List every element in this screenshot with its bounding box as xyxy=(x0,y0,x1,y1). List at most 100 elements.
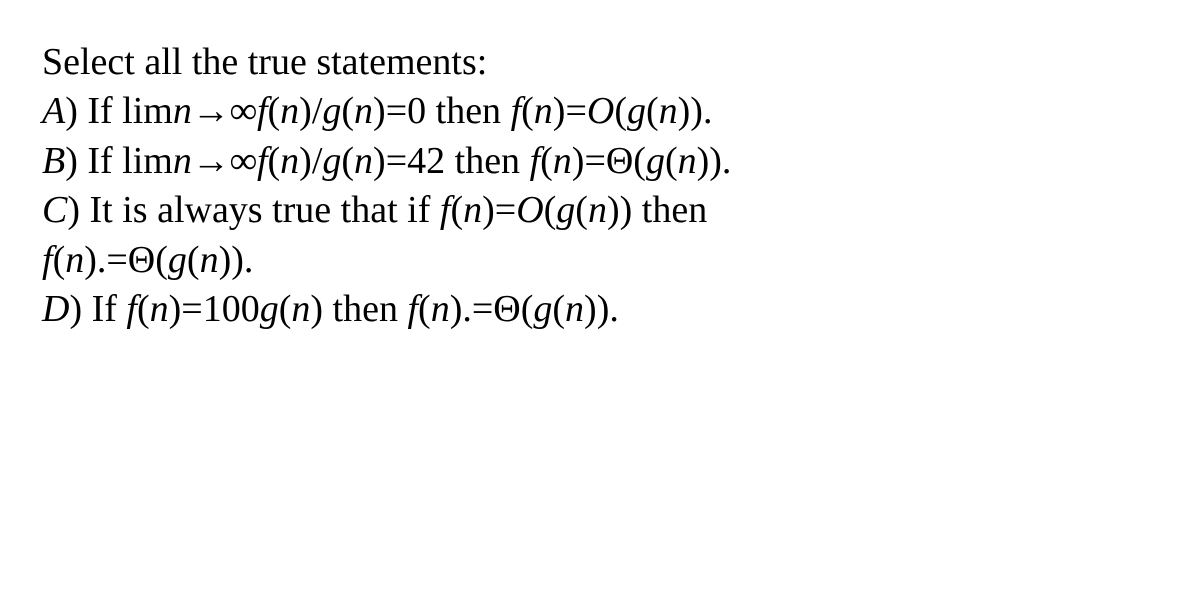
n: n xyxy=(588,189,607,231)
f: f xyxy=(257,140,268,182)
eq-theta: =Θ( xyxy=(472,288,534,330)
n: n xyxy=(291,288,310,330)
option-a-label: A xyxy=(42,90,65,132)
paren: ) xyxy=(373,140,386,182)
n: n xyxy=(354,140,373,182)
text: ) If xyxy=(69,288,126,330)
paren: ). xyxy=(450,288,472,330)
f: f xyxy=(440,189,451,231)
big-o: O xyxy=(516,189,543,231)
paren: ( xyxy=(418,288,431,330)
paren: ) xyxy=(169,288,182,330)
lim-sub: n→∞ xyxy=(173,140,257,182)
n: n xyxy=(534,90,553,132)
n: n xyxy=(463,189,482,231)
prompt-line: Select all the true statements: xyxy=(42,38,1158,87)
n: n xyxy=(65,239,84,281)
paren: ) xyxy=(219,239,232,281)
paren: ( xyxy=(614,90,627,132)
option-a: A) If limn→∞f(n)/g(n)=0 then f(n)=O(g(n)… xyxy=(42,87,1158,136)
paren: ). xyxy=(231,239,253,281)
paren: ( xyxy=(540,140,553,182)
n: n xyxy=(678,140,697,182)
f: f xyxy=(126,288,137,330)
paren: ) xyxy=(299,90,312,132)
n: n xyxy=(553,140,572,182)
paren: ( xyxy=(646,90,659,132)
g: g xyxy=(627,90,646,132)
g: g xyxy=(556,189,575,231)
text: ) If lim xyxy=(65,140,173,182)
g: g xyxy=(322,90,341,132)
paren: ) xyxy=(310,288,323,330)
lim-sub: n→∞ xyxy=(173,90,257,132)
question-block: Select all the true statements: A) If li… xyxy=(0,0,1200,372)
big-o: O xyxy=(587,90,614,132)
option-c-label: C xyxy=(42,189,67,231)
paren: ( xyxy=(341,90,354,132)
n: n xyxy=(431,288,450,330)
text: then xyxy=(323,288,407,330)
n: n xyxy=(280,140,299,182)
option-b-label: B xyxy=(42,140,65,182)
option-c-line1: C) It is always true that if f(n)=O(g(n)… xyxy=(42,186,1158,235)
paren: ) xyxy=(607,189,620,231)
slash: / xyxy=(312,90,323,132)
g: g xyxy=(646,140,665,182)
paren: ( xyxy=(268,90,281,132)
paren: ( xyxy=(53,239,66,281)
text: =42 then xyxy=(386,140,530,182)
paren: ) xyxy=(373,90,386,132)
paren: ) then xyxy=(620,189,708,231)
paren: ) xyxy=(678,90,691,132)
n: n xyxy=(354,90,373,132)
paren: ( xyxy=(544,189,557,231)
paren: ). xyxy=(84,239,106,281)
prompt-text: Select all the true statements: xyxy=(42,41,487,83)
f: f xyxy=(511,90,522,132)
paren: ) xyxy=(299,140,312,182)
text: ) It is always true that if xyxy=(67,189,440,231)
n: n xyxy=(200,239,219,281)
f: f xyxy=(257,90,268,132)
paren: ) xyxy=(572,140,585,182)
f: f xyxy=(530,140,541,182)
n: n xyxy=(659,90,678,132)
option-c-line2: f(n).=Θ(g(n)). xyxy=(42,236,1158,285)
paren: ). xyxy=(597,288,619,330)
paren: ) xyxy=(697,140,710,182)
eq: = xyxy=(565,90,586,132)
paren: ( xyxy=(450,189,463,231)
paren: ( xyxy=(521,90,534,132)
paren: ) xyxy=(584,288,597,330)
text: =100 xyxy=(181,288,259,330)
paren: ( xyxy=(552,288,565,330)
paren: ( xyxy=(268,140,281,182)
g: g xyxy=(533,288,552,330)
eq: = xyxy=(495,189,516,231)
g: g xyxy=(322,140,341,182)
text: ) If lim xyxy=(65,90,173,132)
f: f xyxy=(42,239,53,281)
paren: ( xyxy=(341,140,354,182)
n: n xyxy=(150,288,169,330)
n: n xyxy=(565,288,584,330)
g: g xyxy=(168,239,187,281)
slash: / xyxy=(312,140,323,182)
paren: ( xyxy=(137,288,150,330)
paren: ( xyxy=(575,189,588,231)
text: =0 then xyxy=(386,90,511,132)
paren: ). xyxy=(690,90,712,132)
g: g xyxy=(260,288,279,330)
option-d-label: D xyxy=(42,288,69,330)
paren: ). xyxy=(709,140,731,182)
paren: ) xyxy=(482,189,495,231)
f: f xyxy=(407,288,418,330)
paren: ( xyxy=(279,288,292,330)
paren: ) xyxy=(553,90,566,132)
option-d: D) If f(n)=100g(n) then f(n).=Θ(g(n)). xyxy=(42,285,1158,334)
eq-theta: =Θ( xyxy=(584,140,646,182)
n: n xyxy=(280,90,299,132)
option-b: B) If limn→∞f(n)/g(n)=42 then f(n)=Θ(g(n… xyxy=(42,137,1158,186)
paren: ( xyxy=(665,140,678,182)
